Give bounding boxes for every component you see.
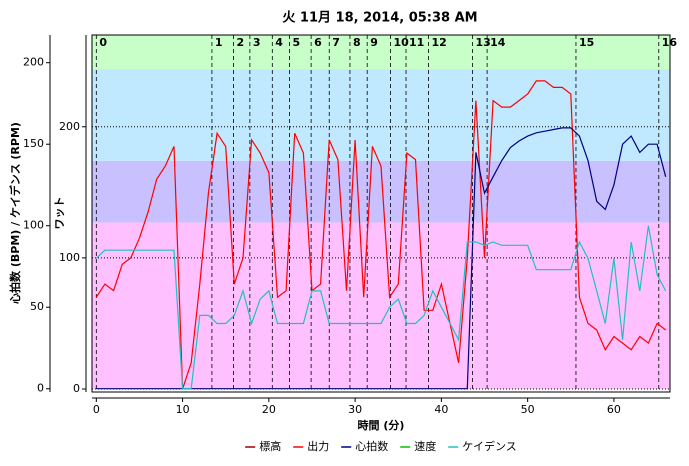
legend-label: 標高 xyxy=(259,439,281,453)
y2-axis-label: ワット xyxy=(53,197,66,230)
lap-label: 12 xyxy=(431,36,446,49)
y-tick-label: 200 xyxy=(23,56,44,69)
power-zone xyxy=(92,222,670,389)
x-tick-label: 50 xyxy=(521,403,535,416)
x-tick-label: 20 xyxy=(262,403,276,416)
legend: 標高 出力 心拍数 速度 ケイデンス xyxy=(245,439,517,453)
y-axis-label: 心拍数 (BPM) / ケイデンス (RPM) xyxy=(8,122,22,304)
plot-frame xyxy=(91,34,671,393)
lap-label: 11 xyxy=(409,36,424,49)
lap-label: 4 xyxy=(275,36,283,49)
lap-label: 5 xyxy=(293,36,301,49)
lap-label: 0 xyxy=(99,36,107,49)
lap-label: 7 xyxy=(332,36,340,49)
lap-label: 15 xyxy=(579,36,594,49)
legend-label: 速度 xyxy=(414,439,436,453)
y-tick-label: 0 xyxy=(37,382,44,395)
legend-label: ケイデンス xyxy=(462,439,517,453)
x-tick-label: 0 xyxy=(93,403,100,416)
x-tick-label: 10 xyxy=(176,403,190,416)
lap-label: 8 xyxy=(353,36,361,49)
y2-tick-label: 100 xyxy=(59,251,80,264)
lap-label: 2 xyxy=(236,36,244,49)
y-tick-label: 100 xyxy=(23,219,44,232)
y2-tick-label: 0 xyxy=(73,382,80,395)
y2-tick-label: 200 xyxy=(59,120,80,133)
series-line xyxy=(95,225,667,390)
y-tick-label: 50 xyxy=(30,300,44,313)
power-zone xyxy=(92,69,670,161)
legend-label: 心拍数 xyxy=(355,439,388,453)
x-tick-label: 30 xyxy=(348,403,362,416)
lap-label: 1 xyxy=(215,36,223,49)
y-tick-label: 150 xyxy=(23,137,44,150)
lap-label: 14 xyxy=(490,36,506,49)
lap-label: 3 xyxy=(253,36,261,49)
chart-title: 火 11月 18, 2014, 05:38 AM xyxy=(282,11,477,26)
x-tick-label: 60 xyxy=(607,403,621,416)
lap-label: 10 xyxy=(393,36,409,49)
series-line xyxy=(95,80,667,390)
legend-label: 出力 xyxy=(307,439,329,453)
lap-label: 9 xyxy=(370,36,378,49)
lap-label: 13 xyxy=(475,36,490,49)
x-tick-label: 40 xyxy=(434,403,448,416)
x-axis-label: 時間 (分) xyxy=(358,418,405,432)
power-zone xyxy=(92,35,670,70)
lap-label: 6 xyxy=(314,36,322,49)
